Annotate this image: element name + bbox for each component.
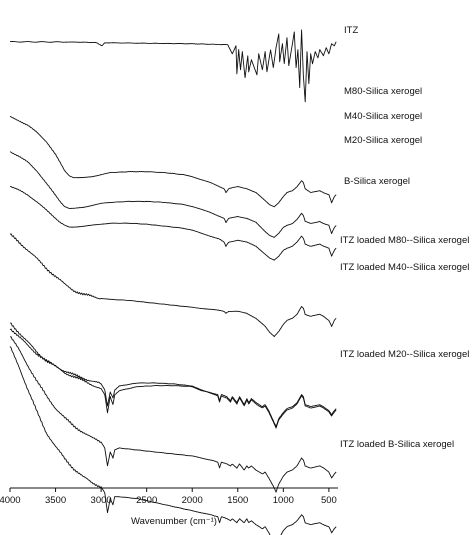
x-tick-label: 2500 xyxy=(136,495,157,506)
series-label-8: ITZ loaded M20--Silica xerogel xyxy=(340,349,469,360)
series-label-2: M80-Silica xerogel xyxy=(344,86,422,97)
x-tick-label: 2000 xyxy=(182,495,203,506)
series-label-5: B-Silica xerogel xyxy=(344,176,410,187)
x-axis-ticks: 4000 3500 3000 2500 2000 1500 1000 500 xyxy=(0,488,337,506)
series-line-3 xyxy=(9,151,337,238)
x-tick-label: 4000 xyxy=(0,495,21,506)
series-label-9: ITZ loaded B-Silica xerogel xyxy=(340,439,454,450)
x-tick-label: 3500 xyxy=(45,495,66,506)
series-label-3: M40-Silica xerogel xyxy=(344,111,422,122)
series-line-8 xyxy=(9,336,337,493)
series-line-9 xyxy=(9,346,337,535)
series-line-2 xyxy=(9,116,337,208)
x-tick-label: 500 xyxy=(321,495,337,506)
series-label-1: ITZ xyxy=(344,25,358,36)
series-line-7 xyxy=(9,328,337,429)
series-label-7: ITZ loaded M40--Silica xerogel xyxy=(340,262,469,273)
series-label-6: ITZ loaded M80--Silica xerogel xyxy=(340,235,469,246)
x-tick-label: 1500 xyxy=(227,495,248,506)
series-line-4 xyxy=(9,186,337,261)
spectra-traces xyxy=(9,29,337,535)
series-line-1 xyxy=(9,29,337,103)
x-axis-label: Wavenumber (cm⁻¹) xyxy=(131,516,217,527)
series-labels: ITZ M80-Silica xerogel M40-Silica xerogel M… xyxy=(340,25,469,450)
x-tick-label: 1000 xyxy=(273,495,294,506)
series-label-4: M20-Silica xerogel xyxy=(344,135,422,146)
series-line-5 xyxy=(9,233,337,337)
x-tick-label: 3000 xyxy=(91,495,112,506)
series-line-6 xyxy=(9,322,337,428)
